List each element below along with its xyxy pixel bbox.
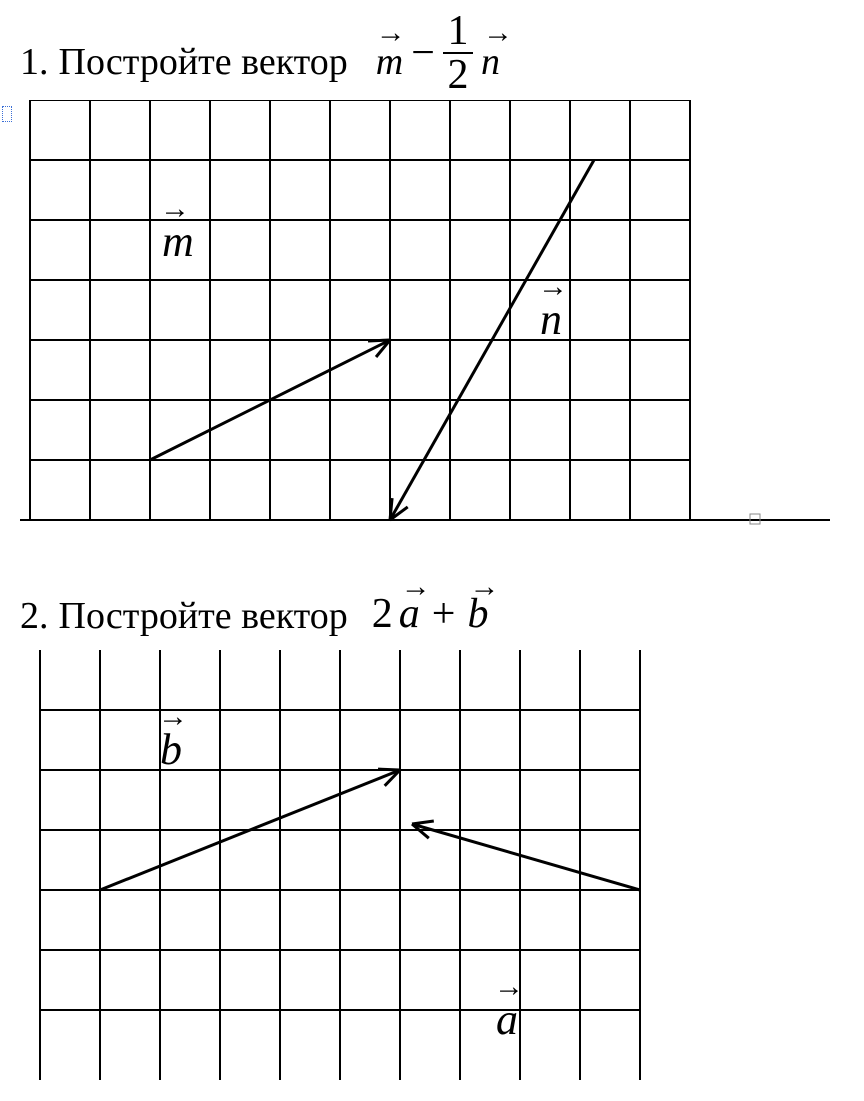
vec-b-symbol: → b: [467, 590, 488, 638]
vec-n-symbol: → n: [481, 22, 500, 84]
margin-marker-icon: [2, 106, 12, 122]
task-1: 1. Постройте вектор → m − 1 2 → n: [20, 10, 840, 530]
vec-m-symbol: → m: [376, 22, 403, 84]
task-2-heading: 2. Постройте вектор 2 → a + → b: [20, 590, 840, 638]
plus-sign: +: [426, 590, 462, 638]
task-1-grid-wrapper: m→n→: [20, 100, 830, 530]
task-2-formula: 2 → a + → b: [372, 590, 489, 638]
task-1-heading: 1. Постройте вектор → m − 1 2 → n: [20, 10, 840, 96]
task-2-prompt: Постройте вектор: [59, 594, 348, 638]
minus-sign: −: [411, 29, 435, 77]
task-2-grid: b→a→: [20, 650, 660, 1080]
task-1-prompt: Постройте вектор: [59, 40, 348, 84]
task-1-formula: → m − 1 2 → n: [376, 10, 500, 96]
svg-text:→: →: [160, 192, 190, 225]
page: 1. Постройте вектор → m − 1 2 → n: [0, 0, 864, 1101]
task-2-number: 2.: [20, 594, 49, 638]
vec-a-symbol: → a: [399, 590, 420, 638]
fraction-half: 1 2: [443, 10, 473, 96]
task-1-number: 1.: [20, 40, 49, 84]
coef-2: 2: [372, 590, 393, 638]
task-2: 2. Постройте вектор 2 → a + → b b→a→: [20, 590, 840, 1080]
task-2-grid-wrapper: b→a→: [20, 650, 840, 1080]
svg-text:→: →: [158, 700, 188, 733]
svg-text:→: →: [538, 270, 568, 303]
svg-text:→: →: [494, 970, 524, 1003]
task-1-grid: m→n→: [20, 100, 830, 530]
